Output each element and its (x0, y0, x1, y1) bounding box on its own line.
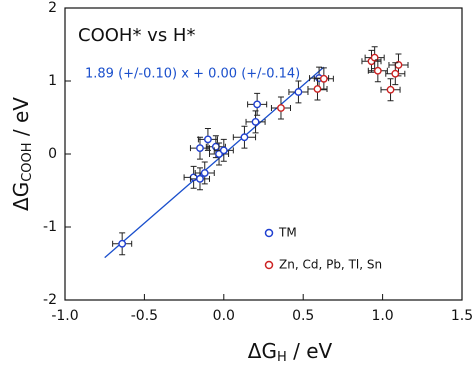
label-sub: H (277, 350, 287, 365)
y-tick-label: 1 (48, 73, 57, 89)
y-tick-label: 2 (48, 0, 57, 16)
chart-title: COOH* vs H* (78, 25, 195, 46)
point (196, 144, 204, 153)
legend-marker (264, 260, 274, 270)
point (253, 100, 262, 109)
xlabel-label: ΔGH / eV (248, 339, 333, 365)
y-tick-label: 0 (48, 146, 57, 162)
point (391, 69, 400, 78)
point (240, 133, 249, 142)
x-tick-label: -0.5 (131, 308, 158, 324)
label-unit: / eV (9, 97, 33, 143)
y-tick-label: -1 (43, 219, 57, 235)
point (319, 74, 328, 83)
y-tick-label: -2 (43, 292, 57, 308)
point (118, 239, 127, 248)
x-tick-label: 1.0 (371, 308, 393, 324)
legend-label: Zn, Cd, Pb, Tl, Sn (279, 258, 382, 272)
legend-label: TM (278, 226, 297, 240)
point (196, 174, 204, 183)
fit-equation: 1.89 (+/-0.10) x + 0.00 (+/-0.14) (85, 67, 300, 82)
point (251, 117, 260, 126)
label-main: ΔG (248, 339, 277, 363)
point (189, 173, 198, 182)
legend-marker (264, 228, 274, 238)
x-tick-label: 1.5 (451, 308, 473, 324)
point (219, 146, 228, 155)
label-main: ΔG (9, 182, 33, 211)
fit-line (104, 66, 325, 259)
plot-frame (64, 7, 463, 301)
x-tick-label: -1.0 (51, 308, 78, 324)
label-sub: COOH (20, 142, 35, 181)
point (386, 85, 395, 94)
point (204, 135, 212, 144)
label-unit: / eV (287, 339, 333, 363)
x-tick-label: 0.5 (292, 308, 314, 324)
point (370, 53, 379, 62)
ylabel-label: ΔGCOOH / eV (9, 97, 35, 211)
point (373, 66, 382, 75)
point (277, 104, 285, 112)
point (211, 142, 220, 151)
x-tick-label: 0.0 (213, 308, 235, 324)
point (313, 85, 322, 93)
point (294, 88, 303, 96)
point (200, 169, 209, 177)
